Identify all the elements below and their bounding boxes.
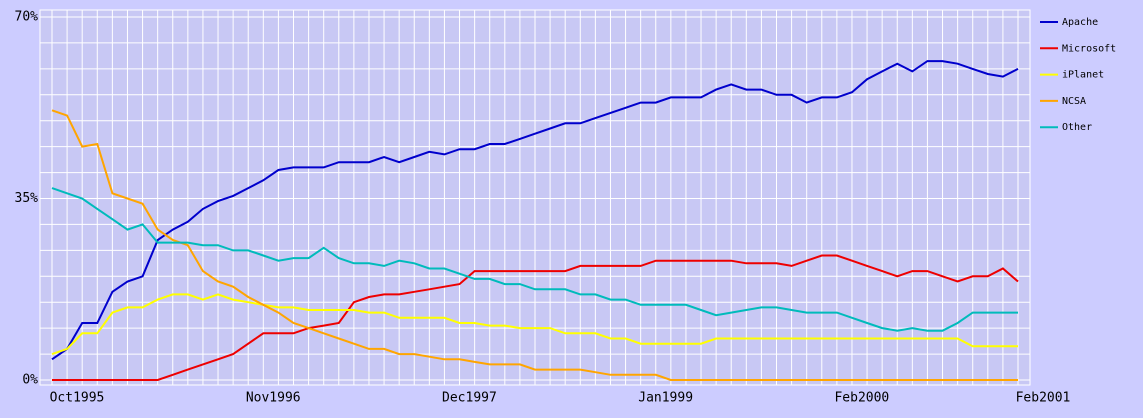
legend-label: NCSA: [1062, 96, 1086, 107]
y-tick-label: 70%: [15, 10, 39, 25]
legend-label: Other: [1062, 122, 1092, 133]
x-tick-label: Nov1996: [246, 391, 301, 406]
series-line: [51, 293, 1018, 356]
y-tick-label: 0%: [22, 373, 38, 388]
x-tick-label: Dec1997: [442, 391, 497, 406]
series-line: [52, 254, 1019, 381]
series-line: [51, 109, 1018, 381]
x-tick-label: Feb2000: [834, 391, 889, 406]
x-tick-label: Oct1995: [50, 391, 105, 406]
legend-label: Microsoft: [1062, 43, 1116, 54]
series-line: [51, 187, 1018, 332]
x-tick-label: Feb2001: [1016, 391, 1071, 406]
series-line: [51, 60, 1019, 361]
y-tick-label: 35%: [15, 191, 39, 206]
x-tick-label: Jan1999: [638, 391, 693, 406]
legend-label: Apache: [1062, 17, 1098, 28]
legend-label: iPlanet: [1062, 70, 1104, 81]
